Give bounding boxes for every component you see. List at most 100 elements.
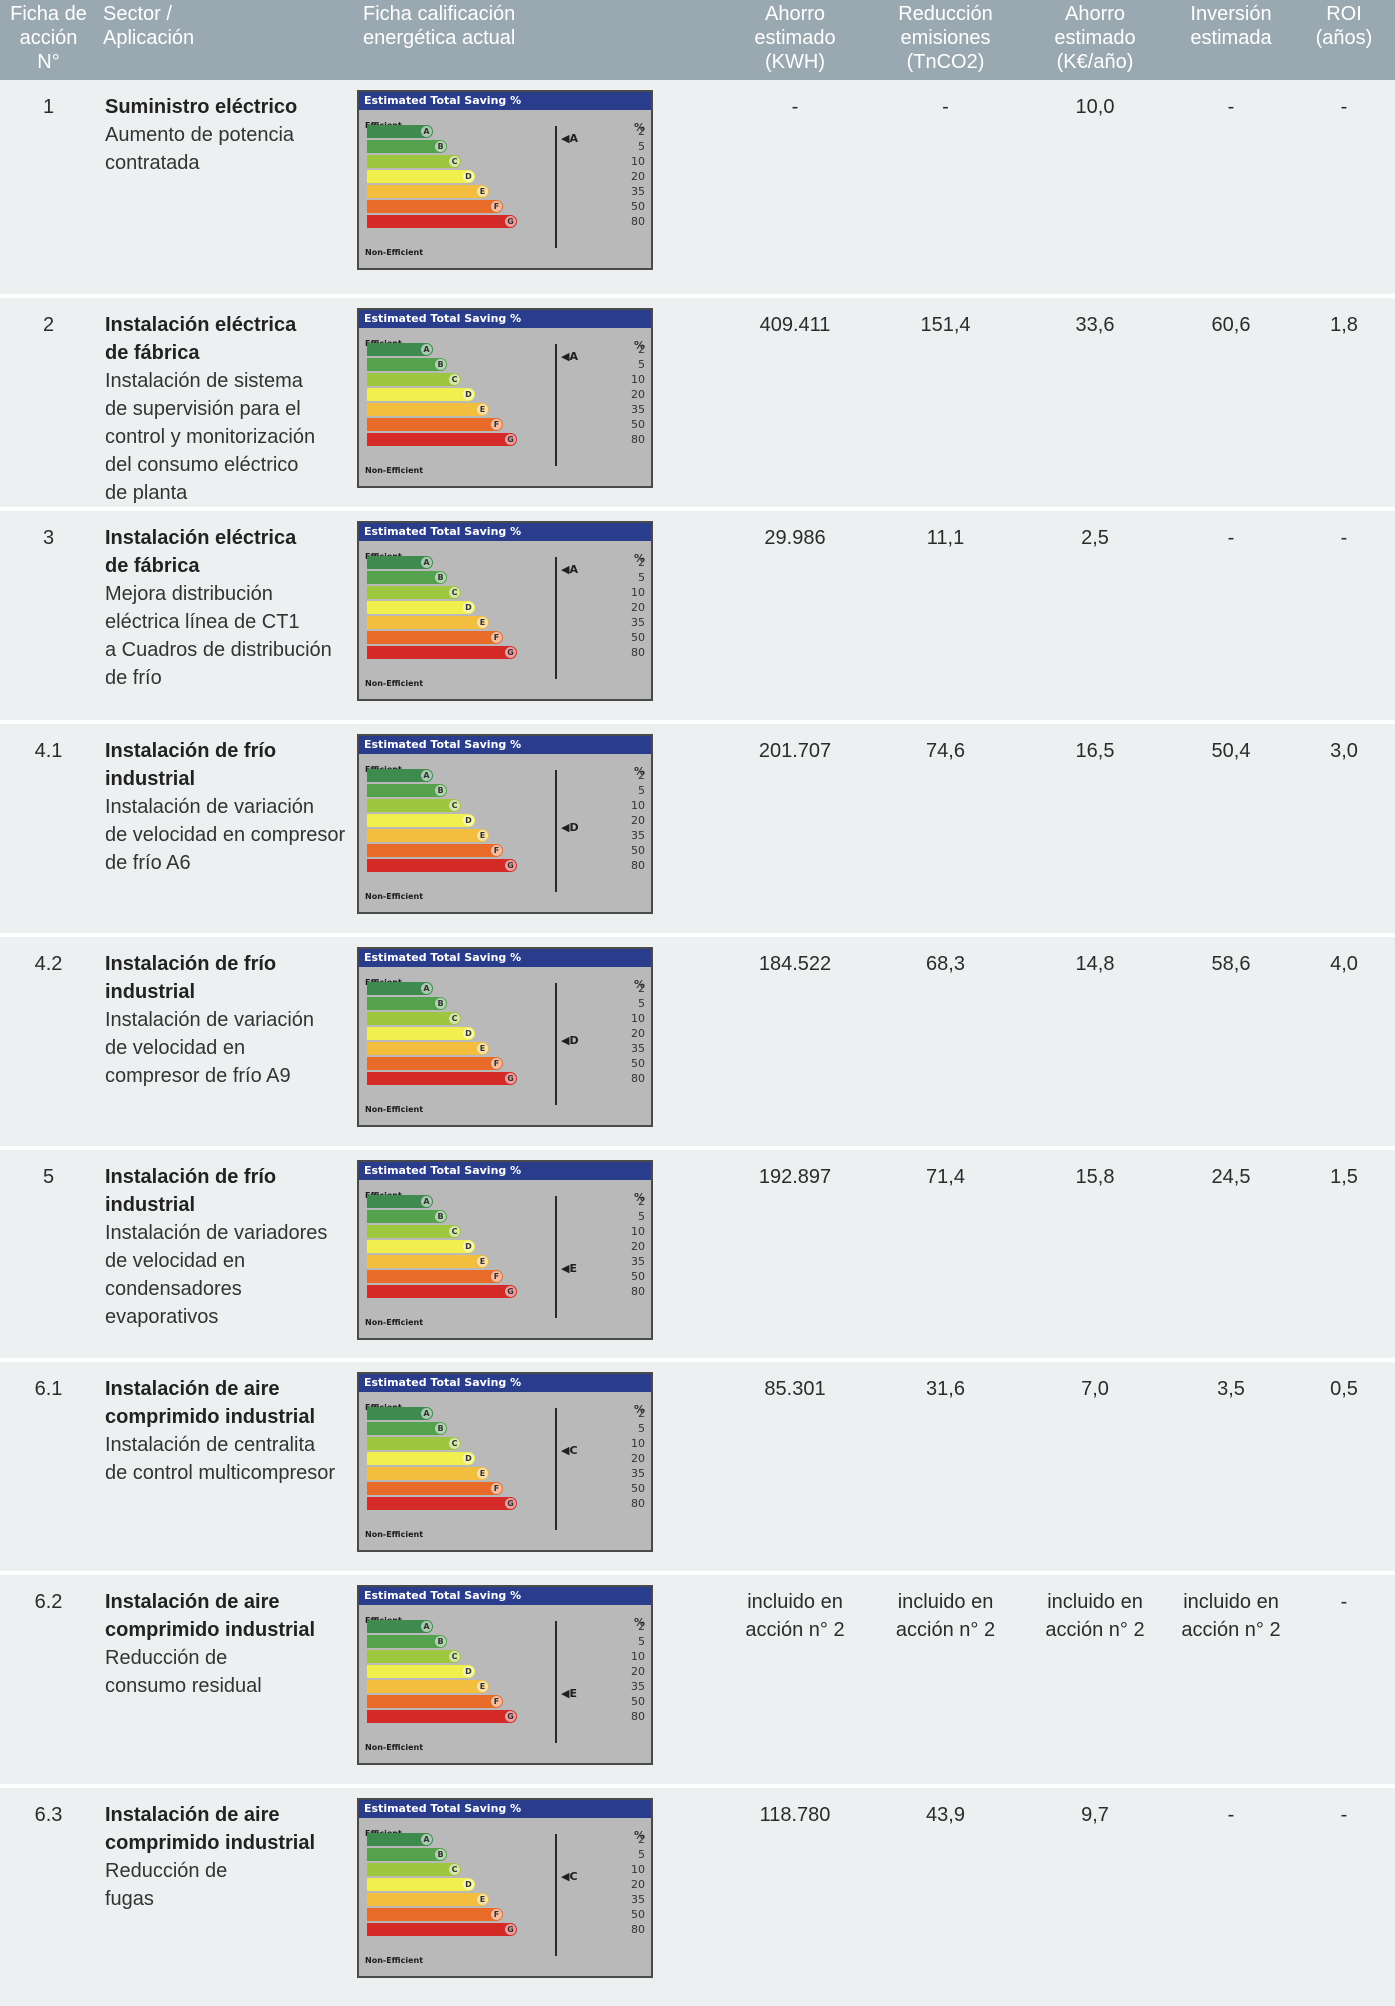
energy-class-letter: F: [491, 1058, 502, 1069]
saving-percent: 20: [631, 388, 645, 401]
energy-class-letter: B: [435, 572, 446, 583]
energy-label-card: Estimated Total Saving %EfficientNon-Eff…: [357, 90, 653, 270]
energy-class-bar: B: [367, 358, 447, 371]
saving-percent: 5: [638, 1635, 645, 1648]
sector-application: Instalación de frío industrial Instalación…: [97, 720, 357, 933]
saving-percent: 10: [631, 586, 645, 599]
non-efficient-label: Non-Efficient: [365, 892, 424, 901]
investment: 50,4: [1169, 720, 1293, 933]
saving-percent: 80: [631, 1285, 645, 1298]
scale-divider: [555, 1196, 557, 1318]
energy-class-bar: A: [367, 1620, 433, 1633]
rating-letter: A: [569, 132, 578, 145]
saving-kwh: 118.780: [720, 1784, 870, 2006]
energy-class-bar: E: [367, 1042, 489, 1055]
saving-percent: 50: [631, 631, 645, 644]
action-number: 6.1: [0, 1358, 97, 1571]
scale-divider: [555, 1834, 557, 1956]
energy-class-bar: C: [367, 1650, 461, 1663]
rating-marker: ◀D: [561, 814, 579, 842]
energy-class-letter: D: [463, 1666, 474, 1677]
energy-class-bar: G: [367, 859, 517, 872]
application-text: de frío A6: [105, 852, 191, 874]
energy-class-letter: G: [505, 1924, 516, 1935]
header-line: Inversión: [1190, 3, 1272, 25]
sector-application: Instalación eléctrica de fábrica Mejora di…: [97, 507, 357, 720]
application-text: de velocidad en compresor: [105, 824, 346, 846]
energy-class-bar: F: [367, 631, 503, 644]
energy-class-letter: G: [505, 216, 516, 227]
energy-class-letter: F: [491, 845, 502, 856]
saving-percent: 5: [638, 1422, 645, 1435]
table-row: 5 Instalación de frío industrial Instalació…: [0, 1146, 1395, 1358]
scale-divider: [555, 983, 557, 1105]
application-text: Reducción de: [105, 1647, 228, 1669]
energy-class-letter: F: [491, 632, 502, 643]
energy-class-letter: B: [435, 785, 446, 796]
rating-marker: ◀E: [561, 1680, 577, 1708]
table-body: 1 Suministro eléctrico Aumento de potencia…: [0, 80, 1395, 2006]
action-number: 1: [0, 80, 97, 294]
header-line: Ficha de: [10, 3, 87, 25]
energy-class-letter: A: [421, 1408, 432, 1419]
energy-class-bar: F: [367, 1482, 503, 1495]
header-line: Aplicación: [103, 27, 195, 49]
saving-percent: 50: [631, 1695, 645, 1708]
saving-percent: 35: [631, 1042, 645, 1055]
investment: incluido en acción n° 2: [1169, 1571, 1293, 1784]
rating-arrow-icon: ◀: [561, 1262, 570, 1275]
energy-class-letter: E: [477, 1043, 488, 1054]
saving-kwh: 184.522: [720, 933, 870, 1146]
saving-percent: 35: [631, 829, 645, 842]
energy-class-bar: E: [367, 1680, 489, 1693]
saving-percent: 20: [631, 1452, 645, 1465]
saving-percent: 10: [631, 155, 645, 168]
saving-percent: 5: [638, 571, 645, 584]
saving-percent: 35: [631, 1255, 645, 1268]
energy-class-letter: G: [505, 1498, 516, 1509]
saving-percent: 35: [631, 185, 645, 198]
header-calificacion: Ficha calificación energética actual: [357, 0, 720, 80]
energy-class-letter: B: [435, 1636, 446, 1647]
energy-class-letter: D: [463, 389, 474, 400]
saving-percent: 35: [631, 1467, 645, 1480]
energy-class-bar: D: [367, 1878, 475, 1891]
action-number: 3: [0, 507, 97, 720]
energy-class-letter: G: [505, 647, 516, 658]
energy-class-letter: E: [477, 617, 488, 628]
header-ahorro-ke: Ahorro estimado (K€/año): [1021, 0, 1169, 80]
energy-class-letter: G: [505, 860, 516, 871]
energy-class-bar: D: [367, 1452, 475, 1465]
energy-class-letter: F: [491, 201, 502, 212]
energy-class-bar: G: [367, 433, 517, 446]
header-line: acción: [19, 27, 78, 49]
rating-arrow-icon: ◀: [561, 821, 570, 834]
energy-class-bar: F: [367, 418, 503, 431]
application-text: consumo residual: [105, 1675, 262, 1697]
sector-application: Instalación de aire comprimido industrial…: [97, 1358, 357, 1571]
energy-class-letter: A: [421, 126, 432, 137]
table-row: 1 Suministro eléctrico Aumento de potencia…: [0, 80, 1395, 294]
rating-marker: ◀A: [561, 343, 578, 371]
table-row: 4.2 Instalación de frío industrial Instalac…: [0, 933, 1395, 1146]
saving-keur: incluido en acción n° 2: [1021, 1571, 1169, 1784]
percent-header: %: [633, 552, 645, 565]
energy-class-letter: C: [449, 1013, 460, 1024]
saving-percent: 50: [631, 1057, 645, 1070]
sector-name: comprimido industrial: [105, 1832, 316, 1854]
sector-name: Suministro eléctrico: [105, 96, 298, 118]
energy-class-bar: B: [367, 140, 447, 153]
application-text: Instalación de variadores: [105, 1222, 328, 1244]
sector-name: Instalación de aire: [105, 1378, 280, 1400]
saving-percent: 80: [631, 215, 645, 228]
header-ahorro-kwh: Ahorro estimado (KWH): [720, 0, 870, 80]
non-efficient-label: Non-Efficient: [365, 248, 424, 257]
application-text: de velocidad en: [105, 1037, 246, 1059]
non-efficient-label: Non-Efficient: [365, 1105, 424, 1114]
energy-class-bar: G: [367, 646, 517, 659]
action-number: 6.3: [0, 1784, 97, 2006]
sector-name: comprimido industrial: [105, 1406, 316, 1428]
saving-percent: 20: [631, 814, 645, 827]
table-row: 6.1 Instalación de aire comprimido industr…: [0, 1358, 1395, 1571]
sector-application: Instalación de frío industrial Instalación…: [97, 933, 357, 1146]
